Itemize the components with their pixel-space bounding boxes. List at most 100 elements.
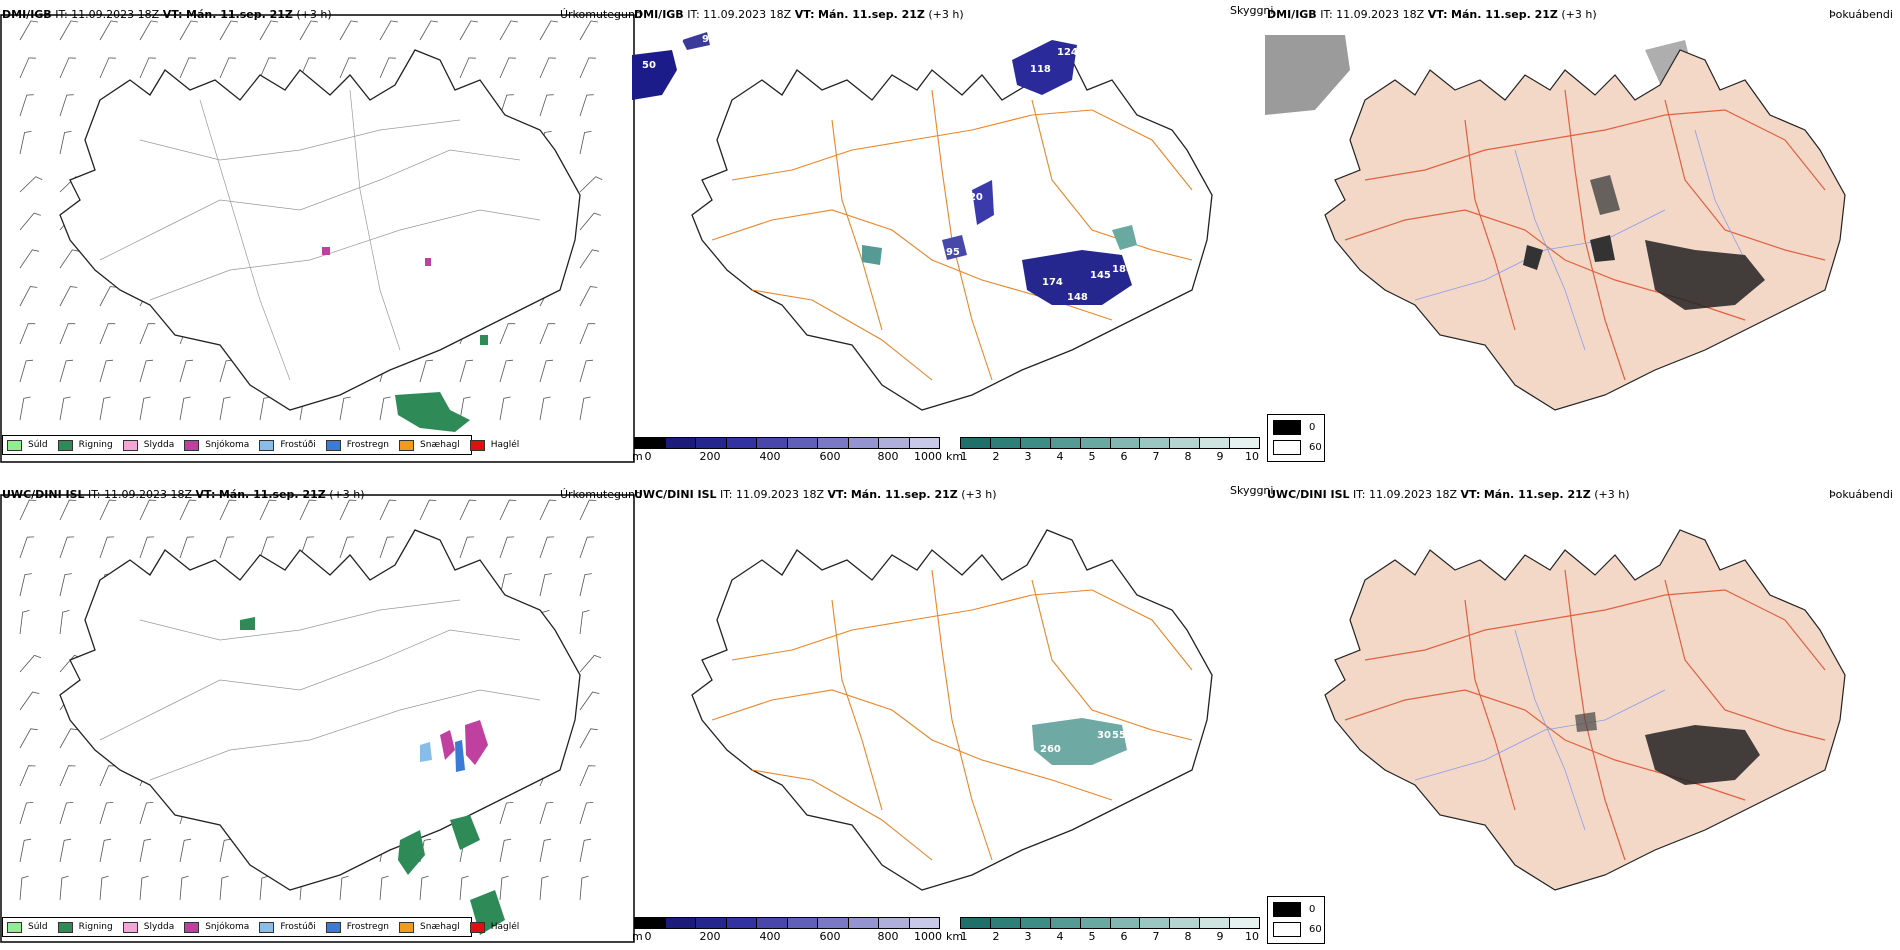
wind-barb <box>539 573 552 597</box>
legend-item: Snæhagl <box>399 921 460 933</box>
fog-legend: 0 60 <box>1267 896 1325 944</box>
wind-barb <box>139 838 152 863</box>
wind-barb <box>579 249 600 269</box>
wind-barb <box>139 875 149 901</box>
colorbar-swatch <box>1170 918 1201 928</box>
wind-barb <box>99 875 109 901</box>
map-label: 55 <box>1112 730 1126 741</box>
wind-barb <box>499 396 511 421</box>
legend-item: Frostregn <box>325 439 389 451</box>
wind-barb <box>379 57 396 79</box>
map-label: 118 <box>1030 64 1051 75</box>
colorbar-swatch <box>961 918 991 928</box>
wind-barb <box>419 359 434 383</box>
wind-barb <box>459 20 478 41</box>
wind-barb <box>19 176 43 193</box>
wind-barb <box>459 536 475 559</box>
panel-label-fog-index: Þokuábendi <box>1829 488 1893 501</box>
wind-barb <box>59 838 72 863</box>
colorbar-swatch <box>1140 438 1171 448</box>
wind-barb <box>59 396 71 421</box>
legend-item: Súld <box>7 439 48 451</box>
colorbar-swatch <box>757 438 788 448</box>
wind-barb <box>219 20 238 41</box>
map-label: 387 <box>665 34 686 45</box>
ceiling-unit: m <box>632 450 643 463</box>
wind-barb <box>19 20 38 41</box>
wind-barb <box>459 359 474 383</box>
colorbar-swatch <box>818 438 849 448</box>
wind-barb <box>539 802 554 825</box>
colorbar-swatch <box>757 918 788 928</box>
visibility-colorbar-swatches <box>960 437 1260 449</box>
wind-barb <box>499 94 514 117</box>
colorbar-swatch <box>1110 438 1141 448</box>
wind-barb <box>539 359 554 383</box>
legend-item: Frostregn <box>325 921 389 933</box>
wind-barb <box>59 359 74 383</box>
panel-label-precip-type: Úrkomutegund <box>560 8 642 21</box>
fog-map-bottom <box>1324 529 1846 891</box>
legend-item: Súld <box>7 921 48 933</box>
panel-label-precip-type: Úrkomutegund <box>560 488 642 501</box>
precip-legend: Súld Rigning Slydda Snjókoma Frostúði Fr… <box>2 917 519 937</box>
colorbar-swatch <box>635 438 666 448</box>
legend-item: Frostúði <box>259 921 316 933</box>
wind-barb <box>579 286 598 307</box>
colorbar-swatch <box>726 918 757 928</box>
colorbar-swatch <box>990 918 1021 928</box>
wind-barb <box>459 875 469 901</box>
wind-barb <box>139 20 158 41</box>
visibility-unit: km <box>946 450 964 463</box>
wind-barb <box>379 499 397 521</box>
precip-type-panel-top: DMI/IGB IT: 11.09.2023 18Z VT: Mán. 11.s… <box>0 0 642 470</box>
wind-barb <box>139 802 154 825</box>
wind-barb <box>379 20 398 41</box>
wind-barb <box>499 573 512 597</box>
wind-barb <box>579 176 603 193</box>
wind-barb <box>59 573 72 597</box>
wind-barb <box>539 323 556 345</box>
wind-barb <box>59 94 74 117</box>
wind-barb <box>539 838 552 863</box>
panel-label-cloud-base: Skyggni <box>1230 4 1274 17</box>
wind-barb <box>579 610 590 635</box>
wind-barb <box>19 610 30 635</box>
visibility-colorbar: km 1 2 3 4 5 6 7 8 9 10 <box>946 917 1260 947</box>
wind-barb <box>339 57 356 79</box>
wind-barb <box>379 396 391 421</box>
wind-barb <box>339 20 358 41</box>
wind-barb <box>59 728 78 749</box>
wind-barb <box>19 875 29 901</box>
panel-title: DMI/IGB IT: 11.09.2023 18Z VT: Mán. 11.s… <box>1267 8 1597 21</box>
wind-barb <box>579 691 600 711</box>
colorbar-swatch <box>787 438 818 448</box>
colorbar-swatch <box>1200 438 1231 448</box>
map-label: 174 <box>1042 277 1063 288</box>
wind-barb <box>19 323 36 345</box>
ceiling-unit: m <box>632 930 643 943</box>
wind-barb <box>219 396 231 421</box>
wind-barb <box>419 499 437 521</box>
visibility-colorbar-swatches <box>960 917 1260 929</box>
wind-barb <box>579 94 594 117</box>
legend-item: Rigning <box>57 921 113 933</box>
wind-barb <box>99 323 116 345</box>
wind-barb <box>499 57 516 79</box>
wind-barb <box>539 396 551 421</box>
wind-barb <box>259 875 269 901</box>
wind-barb <box>59 323 76 345</box>
legend-item: Rigning <box>57 439 113 451</box>
wind-barb <box>19 728 38 749</box>
legend-item: Snæhagl <box>399 439 460 451</box>
wind-barb <box>459 57 476 79</box>
legend-item: Slydda <box>122 439 174 451</box>
map-label: 148 <box>1067 292 1088 303</box>
wind-barb <box>579 57 596 79</box>
ceiling-panel-top: 50 387 91 124 118 120 195 174 145 186 14… <box>632 0 1273 470</box>
wind-barb <box>19 654 42 673</box>
wind-barb <box>459 396 471 421</box>
wind-barb <box>59 286 78 307</box>
panel-title: UWC/DINI ISL IT: 11.09.2023 18Z VT: Mán.… <box>1267 488 1630 501</box>
colorbar-swatch <box>818 918 849 928</box>
